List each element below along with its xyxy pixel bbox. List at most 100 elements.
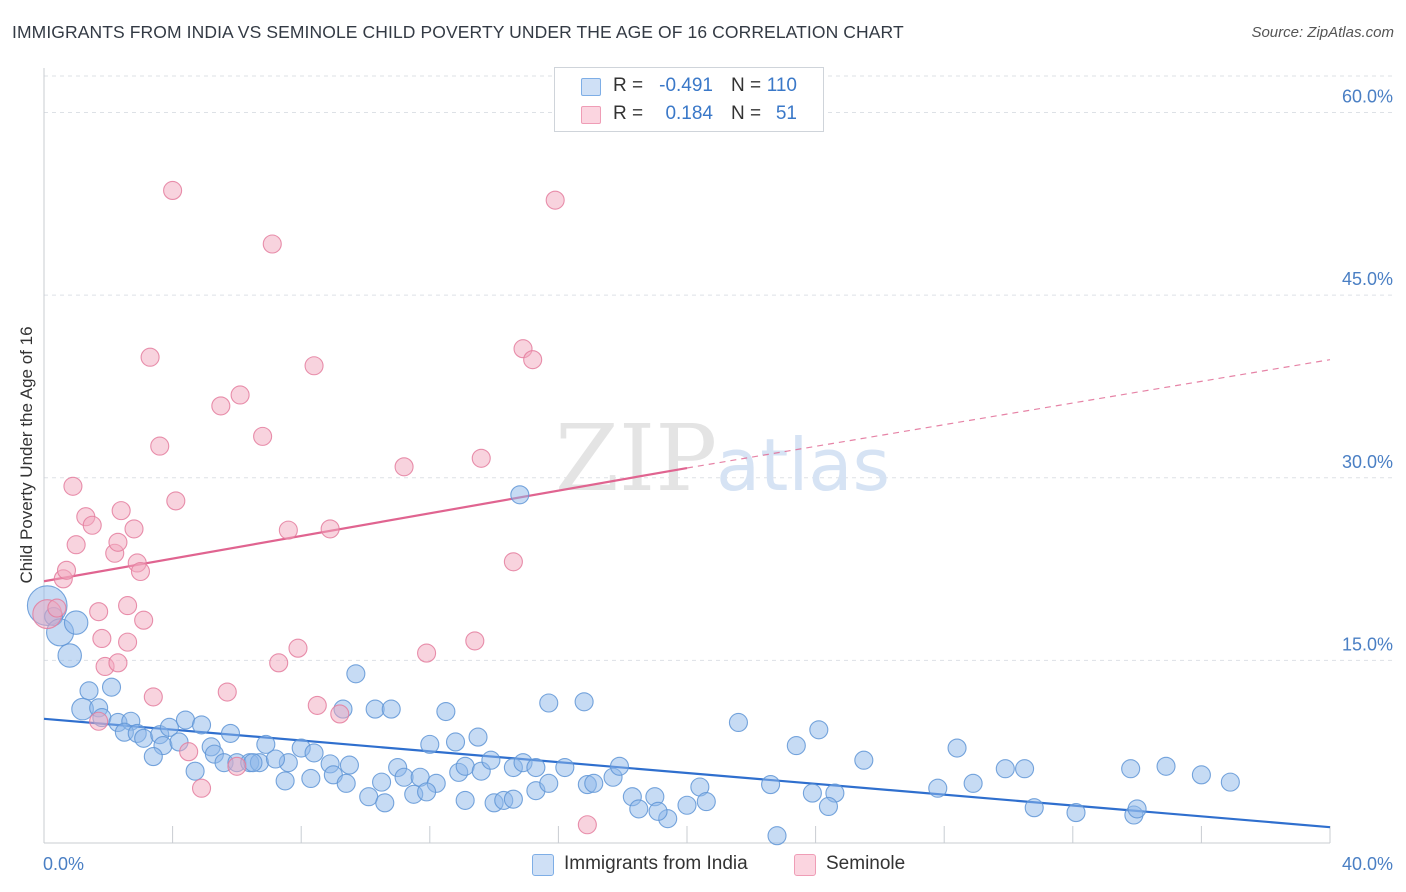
- india-point: [420, 734, 440, 754]
- seminole-point: [577, 815, 597, 835]
- stats-legend: R = -0.491 N = 110 R = 0.184 N = 51: [554, 67, 824, 132]
- seminole-point: [217, 682, 237, 702]
- seminole-point: [108, 653, 128, 673]
- india-point: [609, 756, 630, 776]
- seminole-point: [503, 552, 523, 572]
- r-value: 0.184: [665, 103, 713, 124]
- seminole-point: [166, 491, 186, 511]
- india-point: [381, 699, 401, 719]
- india-point: [555, 757, 575, 778]
- n-label: N =: [731, 75, 762, 96]
- n-value: 51: [775, 103, 797, 124]
- india-point: [185, 761, 205, 781]
- y-tick-label: 45.0%: [1342, 269, 1393, 289]
- india-point: [101, 677, 122, 697]
- india-point: [304, 743, 324, 763]
- seminole-legend-swatch: [794, 854, 816, 876]
- stats-row-seminole: R = 0.184 N = 51: [555, 100, 823, 128]
- india-point: [243, 753, 263, 773]
- india-point: [1191, 765, 1211, 785]
- india-point: [436, 701, 456, 722]
- india-point: [455, 790, 475, 810]
- india-point: [1024, 798, 1044, 818]
- seminole-point: [130, 561, 150, 582]
- india-point: [584, 773, 604, 793]
- seminole-points: [32, 180, 597, 835]
- seminole-point: [262, 234, 282, 254]
- seminole-swatch: [581, 106, 601, 124]
- seminole-point: [330, 704, 350, 724]
- india-point: [394, 767, 414, 787]
- india-point: [947, 738, 967, 758]
- india-point: [220, 723, 241, 743]
- india-point: [372, 772, 392, 792]
- axes: [43, 68, 1331, 844]
- trend-lines: [43, 359, 1331, 829]
- seminole-point: [288, 638, 308, 658]
- india-point: [854, 750, 874, 770]
- seminole-point: [227, 756, 247, 776]
- seminole-point: [253, 426, 273, 446]
- seminole-point: [320, 519, 340, 539]
- seminole-point: [278, 520, 298, 540]
- seminole-point: [134, 610, 154, 630]
- seminole-point: [82, 515, 102, 535]
- seminole-point: [89, 602, 109, 622]
- seminole-point: [211, 396, 231, 416]
- x-tick-label: 40.0%: [1342, 854, 1393, 874]
- seminole-point: [394, 457, 414, 477]
- india-point: [445, 732, 466, 752]
- india-point: [809, 720, 829, 740]
- india-point: [539, 693, 559, 713]
- seminole-point: [143, 687, 163, 707]
- seminole-point: [47, 598, 67, 618]
- seminole-point: [417, 643, 437, 663]
- india-point: [1127, 799, 1147, 819]
- tick-labels: 15.0% 30.0% 45.0% 60.0% 0.0% 40.0%: [43, 87, 1393, 874]
- india-legend-label: Immigrants from India: [564, 853, 748, 874]
- india-point: [175, 710, 196, 730]
- india-point: [339, 755, 359, 775]
- seminole-point: [56, 560, 77, 580]
- india-point: [346, 664, 366, 684]
- seminole-point: [269, 653, 289, 673]
- seminole-point: [230, 385, 250, 405]
- india-point: [159, 717, 179, 737]
- india-point: [1156, 756, 1176, 776]
- india-point: [375, 793, 395, 813]
- seminole-point: [118, 632, 138, 652]
- grid-lines: [44, 75, 1394, 661]
- seminole-point: [471, 448, 491, 468]
- seminole-point: [140, 347, 160, 367]
- india-point: [728, 712, 748, 733]
- india-point: [963, 773, 983, 793]
- seminole-point: [523, 350, 543, 370]
- india-point: [1066, 803, 1086, 823]
- seminole-point: [66, 535, 86, 555]
- india-point: [256, 734, 276, 754]
- x-tick-label: 0.0%: [43, 854, 84, 874]
- seminole-point: [545, 190, 565, 210]
- india-point: [767, 826, 787, 846]
- seminole-point: [150, 436, 170, 456]
- seminole-point: [179, 742, 199, 762]
- india-point: [134, 728, 154, 748]
- source-credit: Source: ZipAtlas.com: [1251, 24, 1394, 41]
- n-value: 110: [766, 75, 797, 96]
- seminole-point: [108, 532, 128, 552]
- india-point: [928, 778, 948, 798]
- india-point: [696, 792, 716, 812]
- india-point: [455, 756, 475, 776]
- india-point: [468, 727, 488, 747]
- india-point: [629, 799, 649, 819]
- india-point: [481, 750, 501, 770]
- india-point: [57, 643, 82, 668]
- seminole-legend-label: Seminole: [826, 853, 906, 874]
- y-tick-label: 30.0%: [1342, 452, 1393, 472]
- india-swatch: [581, 78, 601, 96]
- seminole-point: [304, 356, 324, 376]
- seminole-trend-extension: [686, 359, 1331, 469]
- n-label: N =: [731, 103, 762, 124]
- india-point: [510, 485, 530, 505]
- seminole-point: [118, 596, 138, 616]
